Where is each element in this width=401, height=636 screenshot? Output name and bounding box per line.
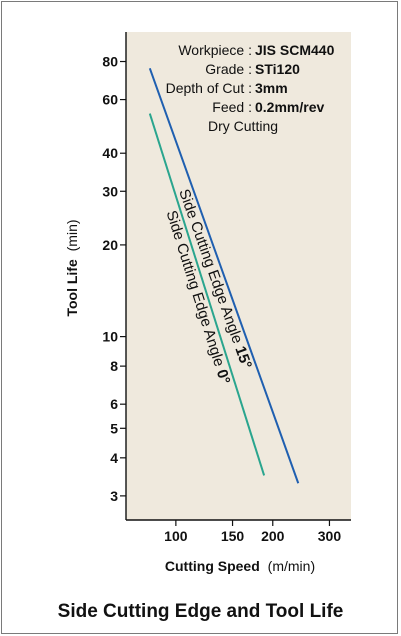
annotation-value-3: 0.2mm/rev bbox=[255, 99, 324, 115]
y-axis-unit: (min) bbox=[64, 219, 80, 251]
x-tick-label: 100 bbox=[164, 528, 188, 544]
y-tick-label: 5 bbox=[110, 420, 118, 436]
plot-area bbox=[126, 32, 351, 520]
annotation-label-2: Depth of Cut : bbox=[166, 80, 252, 96]
series-label-value: 15° bbox=[231, 344, 255, 371]
x-tick-label: 200 bbox=[261, 528, 285, 544]
annotation-label-3: Feed : bbox=[212, 99, 252, 115]
conditions-annotation: Workpiece : JIS SCM440 Grade : STi120 De… bbox=[166, 42, 335, 134]
y-tick-label: 6 bbox=[110, 396, 118, 412]
y-tick-label: 80 bbox=[102, 54, 118, 70]
x-axis-title: Cutting Speed (m/min) bbox=[165, 558, 315, 574]
annotation-label-4: Dry Cutting bbox=[208, 118, 278, 134]
x-axis-unit: (m/min) bbox=[268, 558, 315, 574]
y-tick-label: 40 bbox=[102, 145, 118, 161]
figure-caption: Side Cutting Edge and Tool Life bbox=[57, 601, 344, 622]
series-line-0 bbox=[148, 67, 300, 484]
series-line-1 bbox=[148, 113, 266, 476]
y-axis-label: Tool Life bbox=[64, 259, 80, 316]
annotation-value-2: 3mm bbox=[255, 80, 288, 96]
y-tick-label: 3 bbox=[110, 488, 118, 504]
y-tick-label: 60 bbox=[102, 92, 118, 108]
y-tick-label: 8 bbox=[110, 358, 118, 374]
y-tick-label: 4 bbox=[110, 450, 118, 466]
annotation-value-0: JIS SCM440 bbox=[255, 42, 335, 58]
y-axis-title: Tool Life (min) bbox=[64, 219, 80, 316]
y-tick-label: 20 bbox=[102, 237, 118, 253]
x-tick-label: 300 bbox=[318, 528, 342, 544]
annotation-label-1: Grade : bbox=[205, 61, 252, 77]
x-axis-label: Cutting Speed bbox=[165, 558, 260, 574]
annotation-label-0: Workpiece : bbox=[178, 42, 252, 58]
annotation-value-1: STi120 bbox=[255, 61, 300, 77]
x-tick-label: 150 bbox=[221, 528, 245, 544]
y-tick-label: 30 bbox=[102, 183, 118, 199]
series-label-value: 0° bbox=[213, 367, 234, 386]
y-tick-label: 10 bbox=[102, 329, 118, 345]
